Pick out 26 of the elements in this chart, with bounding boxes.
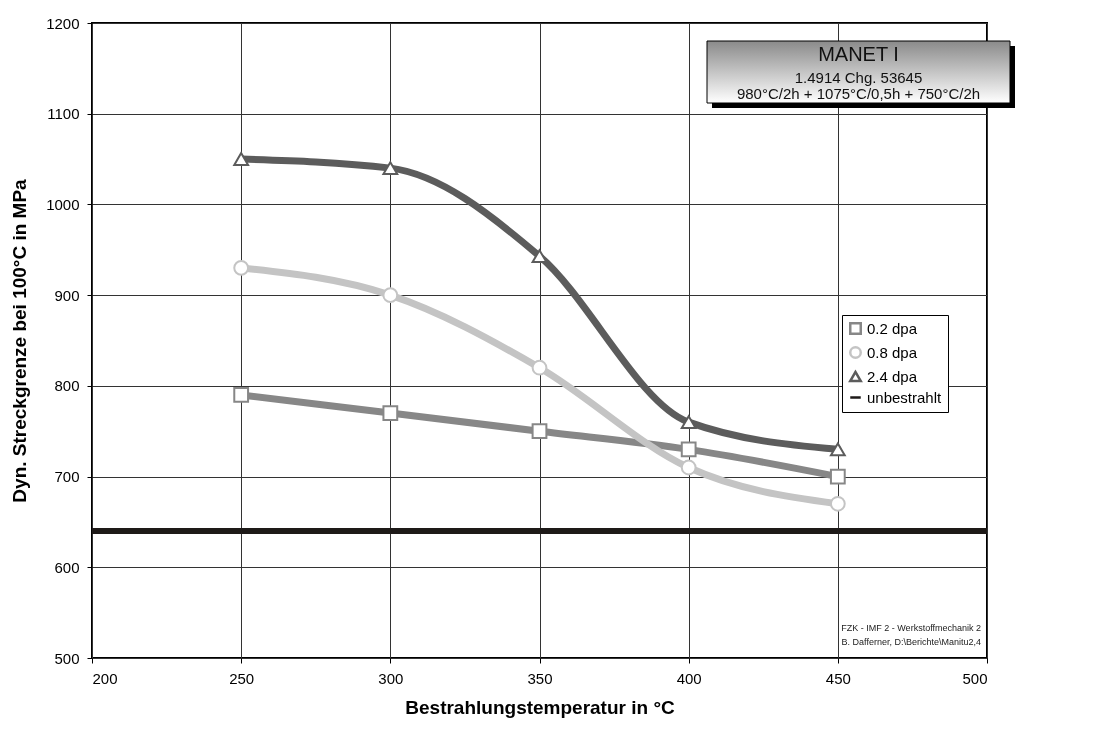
y-tick-label: 1200 — [46, 14, 80, 32]
y-axis-title: Dyn. Streckgrenze bei 100°C in MPa — [9, 178, 31, 503]
y-tick-label: 1000 — [46, 195, 80, 213]
x-tick-label: 200 — [92, 669, 118, 687]
x-tick-label: 450 — [825, 669, 851, 687]
legend-label: 2.4 dpa — [867, 367, 918, 385]
legend-label: 0.8 dpa — [867, 343, 918, 361]
text: 1.4914 Chg. 53645 — [794, 69, 923, 86]
y-tick-label: 500 — [54, 649, 80, 667]
x-tick-label: 250 — [229, 669, 255, 687]
y-tick-label: 600 — [54, 558, 80, 576]
text: MANET I — [818, 43, 899, 65]
x-axis-title: Bestrahlungstemperatur in °C — [405, 696, 675, 718]
y-tick-label: 900 — [54, 286, 80, 304]
x-tick-label: 300 — [378, 669, 404, 687]
annotation: 980°C/2h + 1075°C/0,5h + 750°C/2h — [736, 85, 981, 102]
y-tick-label: 700 — [54, 468, 80, 486]
x-tick-label: 500 — [962, 669, 988, 687]
y-tick-label: 1100 — [47, 105, 80, 123]
legend-label: 0.2 dpa — [867, 319, 918, 337]
annotation: FZK - IMF 2 - Werkstoffmechanik 2 — [841, 623, 981, 633]
y-tick-label: 800 — [54, 377, 80, 395]
x-tick-label: 350 — [527, 669, 553, 687]
annotation: B. Dafferner, D:\Berichte\Manitu2,4 — [841, 637, 981, 647]
legend-label: unbestrahlt — [867, 388, 943, 406]
x-tick-label: 400 — [676, 669, 702, 687]
